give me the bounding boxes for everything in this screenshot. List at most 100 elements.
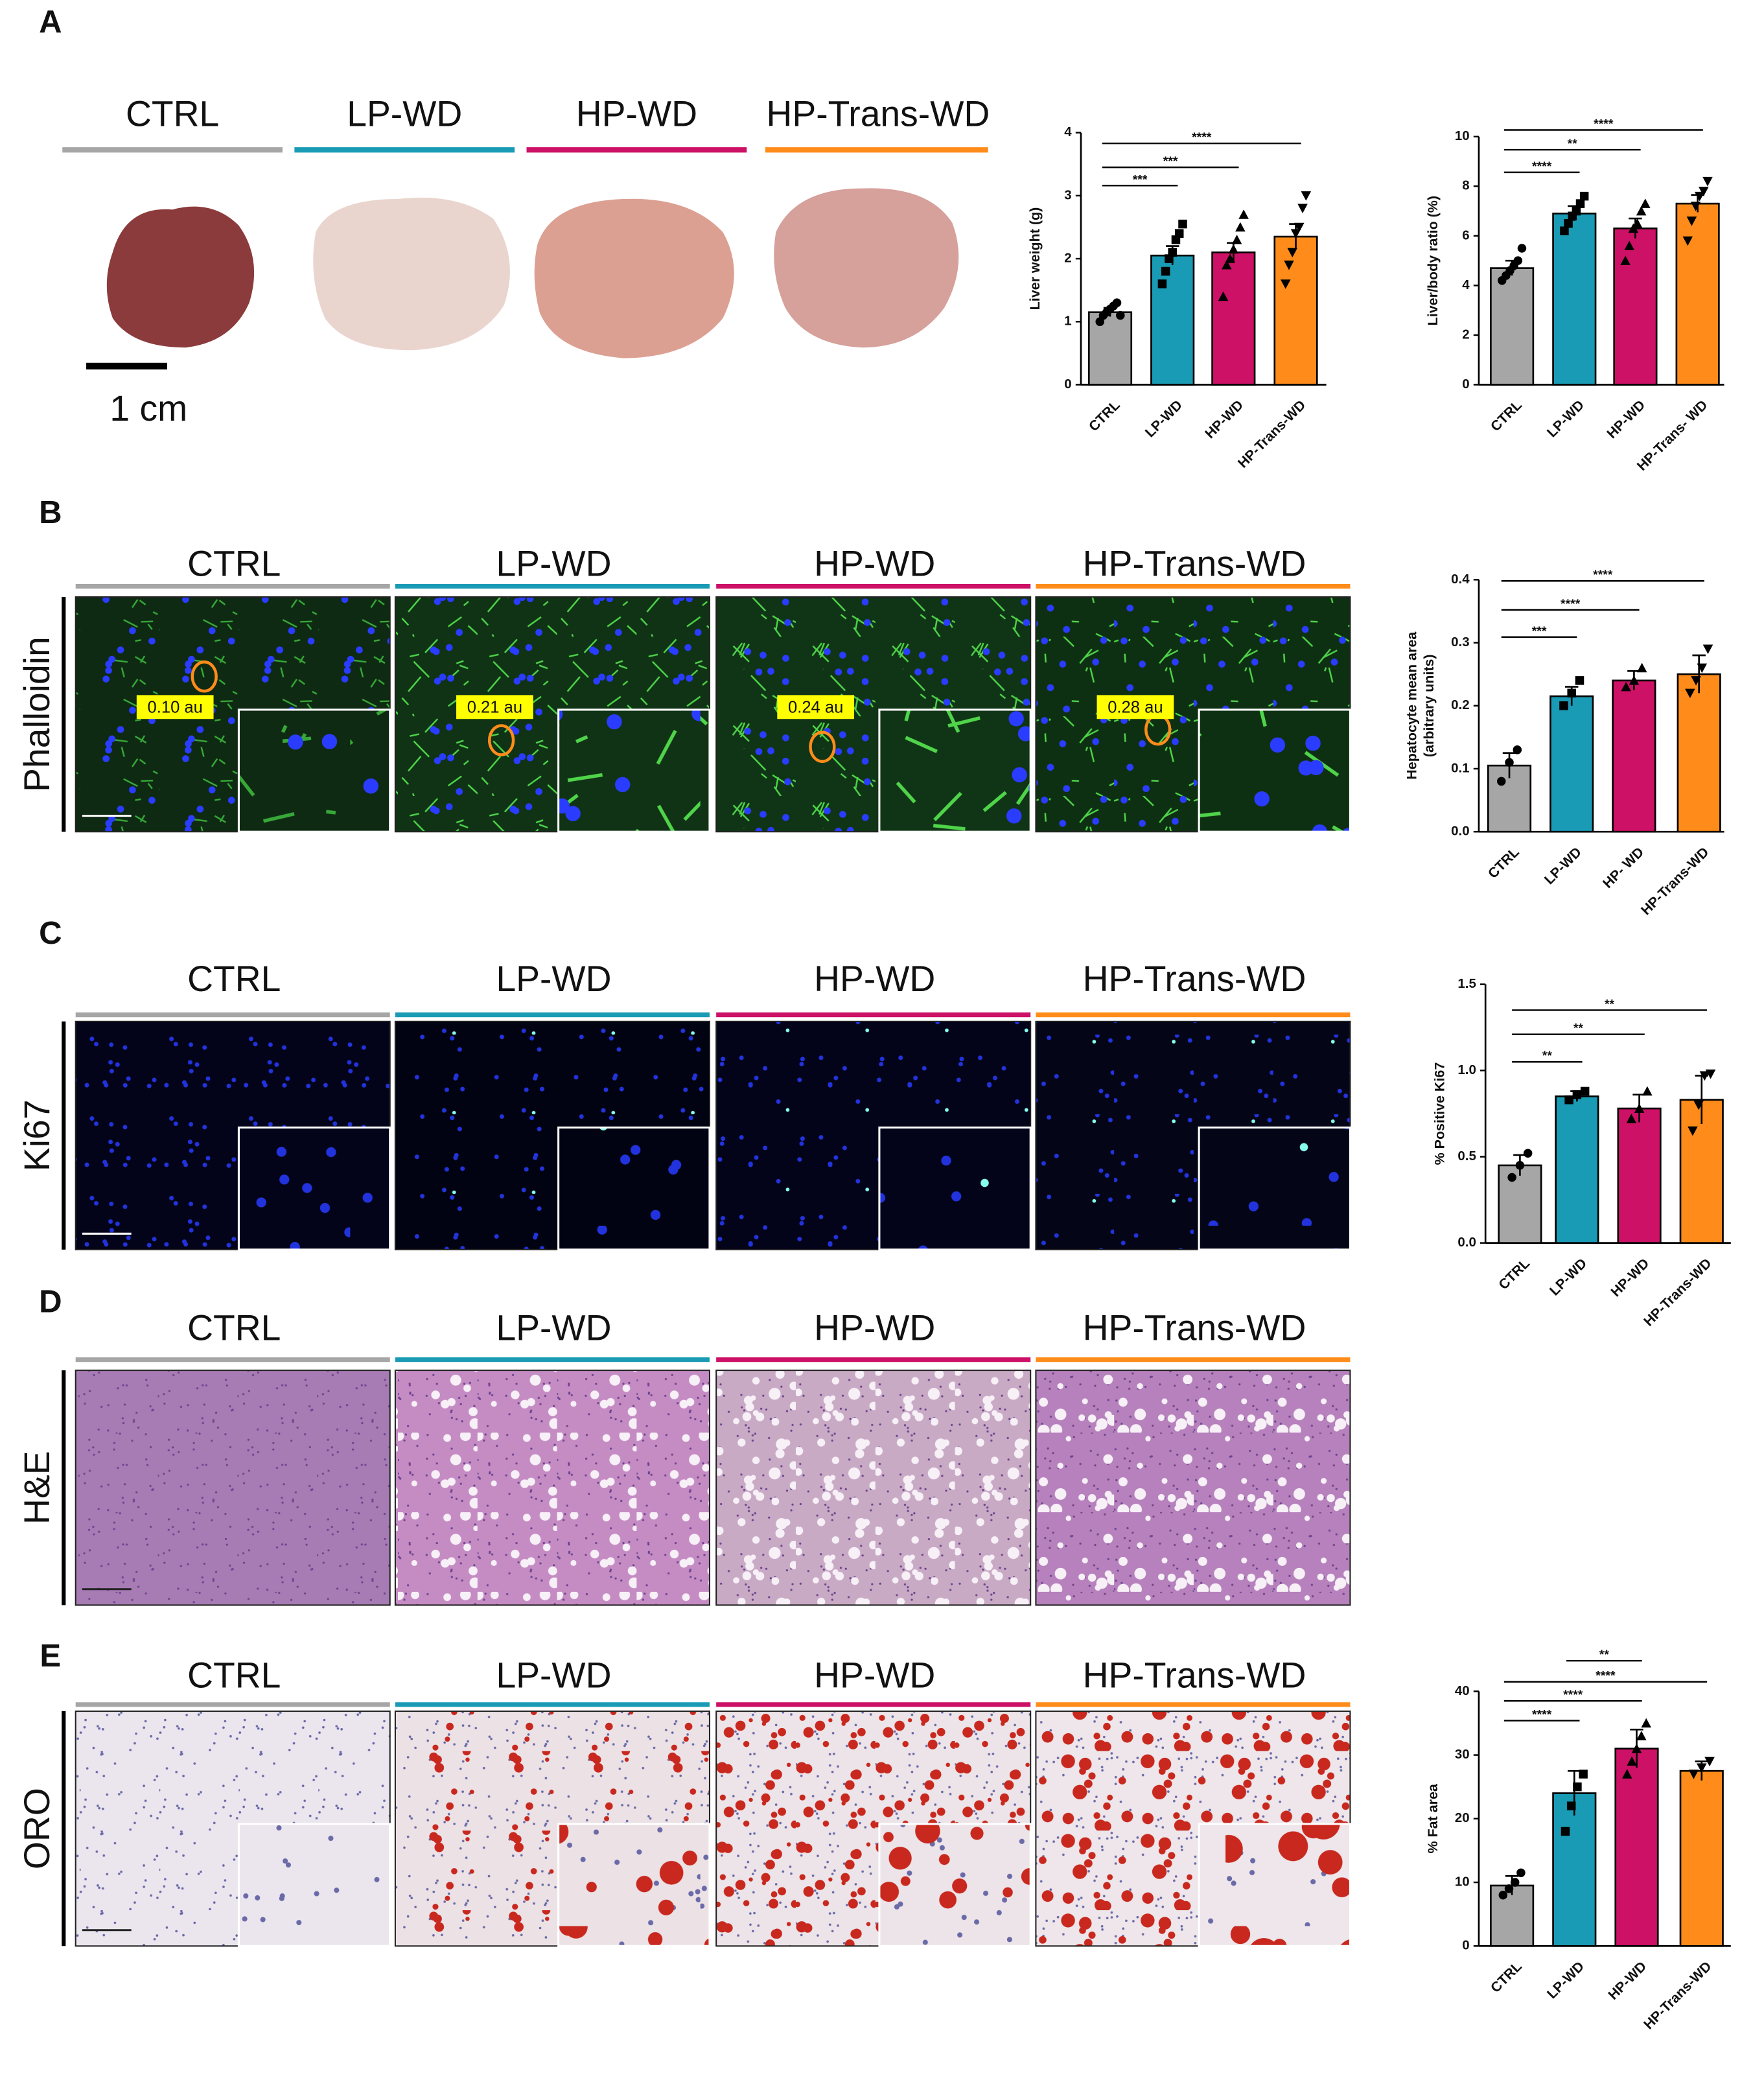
data-point [1174, 229, 1184, 238]
y-axis-label: (arbitrary units) [1421, 654, 1437, 757]
bar [1613, 228, 1658, 386]
data-point [1505, 758, 1514, 767]
y-axis-label: Liver weight (g) [1027, 207, 1043, 310]
data-point [1228, 244, 1239, 254]
bar [1150, 254, 1195, 386]
group-label: HP-Trans-WD [1083, 959, 1306, 999]
data-point [1510, 1878, 1520, 1887]
inset [237, 1823, 391, 1947]
y-axis-label: % Positive Ki67 [1432, 1062, 1447, 1165]
group-label: HP-WD [814, 1655, 935, 1695]
data-point [1693, 1101, 1704, 1110]
group-label: LP-WD [496, 543, 611, 583]
panel-letter: D [39, 1285, 62, 1320]
data-point [1636, 1731, 1647, 1740]
data-point [1513, 745, 1522, 754]
group-label: LP-WD [496, 1307, 611, 1348]
data-point [1513, 256, 1523, 265]
y-axis-label: % Fat area [1425, 1783, 1441, 1853]
data-point [1516, 1868, 1526, 1878]
data-point [1688, 1126, 1698, 1136]
data-point [1621, 681, 1631, 692]
liver-ctrl [106, 206, 255, 348]
data-point [1280, 279, 1291, 289]
bar [1675, 202, 1720, 386]
data-point [1116, 310, 1125, 320]
data-point [1564, 1095, 1573, 1104]
data-point [1235, 222, 1246, 232]
bar [1273, 235, 1318, 386]
x-tick-label: HP-WD [1605, 1959, 1649, 2003]
group-label: HP-Trans-WD [1083, 543, 1306, 583]
data-point [1112, 298, 1122, 307]
data-point [1579, 191, 1589, 201]
y-tick-label: 3 [1064, 187, 1071, 202]
x-tick-label: LP-WD [1142, 397, 1185, 441]
significance-label: **** [1596, 1669, 1616, 1683]
data-point [1699, 187, 1709, 196]
data-point [1168, 248, 1177, 257]
scale-label: 1 cm [110, 388, 187, 428]
area-label: 0.10 au [148, 699, 203, 717]
data-point [1225, 253, 1235, 263]
data-point [1287, 248, 1298, 258]
liver-hptrans [774, 188, 959, 348]
significance-label: **** [1594, 117, 1614, 131]
x-tick-label: HP-WD [1604, 397, 1648, 441]
group-label: HP-WD [576, 94, 697, 134]
data-point [1691, 676, 1701, 686]
liver-lp [313, 197, 510, 351]
y-tick-label: 20 [1455, 1810, 1470, 1825]
data-point [1624, 240, 1635, 250]
data-point [1702, 176, 1713, 187]
y-tick-label: 1.0 [1457, 1062, 1476, 1077]
x-tick-label: HP-Trans-WD [1641, 1959, 1715, 2033]
data-point [1704, 1757, 1715, 1767]
inset [237, 1127, 391, 1251]
bar [1087, 311, 1133, 386]
data-point [1575, 199, 1585, 208]
data-point [1688, 1770, 1699, 1779]
data-point [1290, 229, 1301, 239]
x-tick-label: HP-Trans-WD [1638, 844, 1712, 918]
significance-label: ** [1542, 1049, 1553, 1063]
x-tick-label: LP-WD [1544, 1959, 1587, 2002]
data-point [1694, 191, 1705, 202]
significance-label: *** [1532, 624, 1547, 638]
inset [878, 1823, 1032, 1947]
data-point [1507, 1173, 1516, 1182]
y-tick-label: 1.5 [1457, 976, 1476, 991]
data-point [1686, 216, 1697, 226]
stain-label: Ki67 [17, 1100, 57, 1172]
x-tick-label: LP-WD [1541, 844, 1584, 887]
y-tick-label: 0 [1462, 1938, 1469, 1953]
significance-label: **** [1532, 1708, 1552, 1722]
group-label: LP-WD [496, 1655, 611, 1695]
x-tick-label: CTRL [1496, 1256, 1533, 1292]
data-point [1702, 644, 1713, 655]
bar [1552, 1792, 1597, 1947]
data-point [1559, 701, 1568, 710]
data-point [1301, 191, 1312, 201]
cell-contour [809, 730, 836, 763]
y-tick-label: 40 [1455, 1683, 1470, 1698]
area-label-box [1097, 695, 1174, 719]
group-label: CTRL [126, 94, 219, 134]
significance-label: ** [1599, 1648, 1610, 1662]
micrograph [394, 1370, 710, 1606]
group-label: HP-WD [814, 959, 935, 999]
group-label: LP-WD [347, 94, 462, 134]
y-tick-label: 6 [1462, 228, 1469, 242]
y-tick-label: 4 [1462, 277, 1470, 292]
data-point [1628, 223, 1639, 233]
x-tick-label: CTRL [1487, 397, 1524, 434]
significance-label: ** [1605, 997, 1615, 1011]
data-point [1634, 1103, 1645, 1113]
data-point [1579, 1770, 1588, 1779]
bar [1555, 1095, 1599, 1244]
x-tick-label: LP-WD [1544, 397, 1587, 441]
y-tick-label: 2 [1462, 327, 1469, 342]
inset [557, 1127, 711, 1251]
data-point [1222, 260, 1232, 270]
significance-label: **** [1593, 568, 1613, 582]
